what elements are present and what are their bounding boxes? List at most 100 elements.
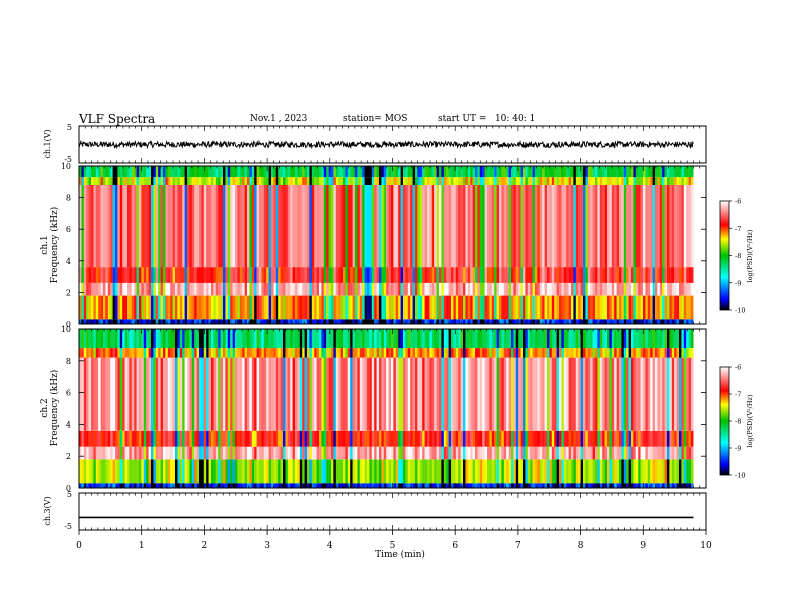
- spectrogram-cell: [458, 357, 461, 431]
- spectrogram-cell: [626, 177, 629, 185]
- spectrogram-cell: [131, 185, 135, 268]
- spectrogram-cell: [103, 267, 106, 283]
- spectrogram-cell: [172, 295, 176, 320]
- spectrogram-cell: [206, 185, 209, 268]
- spectrogram-cell: [595, 348, 598, 358]
- spectrogram-cell: [271, 430, 274, 447]
- spectrogram-cell: [155, 177, 159, 185]
- spectrogram-cell: [551, 185, 555, 268]
- spectrogram-cell: [196, 348, 200, 358]
- spectrogram-cell: [220, 348, 224, 358]
- spectrogram-cell: [515, 348, 519, 358]
- spectrogram-cell: [362, 430, 365, 447]
- spectrogram-cell: [285, 446, 288, 460]
- spectrogram-cell: [227, 483, 231, 488]
- spectrogram-cell: [170, 295, 173, 320]
- spectrogram-cell: [343, 177, 346, 185]
- spectrogram-cell: [590, 483, 593, 488]
- spectrogram-cell: [467, 483, 471, 488]
- spectrogram-cell: [86, 357, 89, 431]
- spectrogram-cell: [429, 185, 432, 268]
- spectrogram-cell: [261, 446, 264, 460]
- spectrogram-cell: [304, 357, 308, 431]
- spectrogram-cell: [650, 185, 653, 268]
- spectrogram-cell: [415, 295, 418, 320]
- spectrogram-cell: [460, 446, 464, 460]
- spectrogram-cell: [633, 446, 636, 460]
- spectrogram-cell: [172, 267, 176, 283]
- spectrogram-cell: [115, 348, 118, 358]
- spectrogram-cell: [206, 357, 209, 431]
- spectrogram-cell: [616, 282, 620, 296]
- spectrogram-cell: [203, 282, 207, 296]
- spectrogram-cell: [309, 348, 312, 358]
- spectrogram-cell: [151, 185, 154, 268]
- spectrogram-cell: [311, 329, 315, 349]
- spectrogram-cell: [263, 295, 267, 320]
- spectrogram-cell: [266, 459, 269, 484]
- spectrogram-cell: [391, 459, 394, 484]
- spectrogram-cell: [604, 267, 608, 283]
- spectrogram-cell: [419, 357, 423, 431]
- spectrogram-cell: [172, 348, 176, 358]
- spectrogram-cell: [314, 267, 317, 283]
- spectrogram-cell: [383, 282, 387, 296]
- spectrogram-cell: [559, 282, 562, 296]
- spectrogram-cell: [187, 295, 190, 320]
- spectrogram-cell: [143, 459, 147, 484]
- spectrogram-cell: [518, 166, 521, 178]
- spectrogram-cell: [472, 185, 476, 268]
- spectrogram-cell: [83, 459, 87, 484]
- spectrogram-cell: [609, 348, 612, 358]
- spectrogram-cell: [379, 430, 382, 447]
- spectrogram-cell: [391, 282, 394, 296]
- spectrogram-cell: [587, 319, 591, 324]
- spectrogram-cell: [609, 459, 612, 484]
- spectrogram-cell: [213, 430, 216, 447]
- spectrogram-cell: [568, 483, 572, 488]
- spectrogram-cell: [551, 166, 555, 178]
- spectrogram-cell: [686, 185, 689, 268]
- spectrogram-cell: [345, 348, 348, 358]
- spectrogram-cell: [165, 295, 168, 320]
- spectrogram-cell: [655, 329, 658, 349]
- spectrogram-cell: [395, 357, 399, 431]
- spectrogram-cell: [139, 295, 142, 320]
- spectrogram-cell: [79, 430, 82, 447]
- spectrogram-cell: [645, 295, 648, 320]
- spectrogram-cell: [530, 348, 533, 358]
- spectrogram-cell: [489, 430, 492, 447]
- spectrogram-cell: [621, 459, 624, 484]
- spectrogram-cell: [167, 446, 171, 460]
- spectrogram-cell: [249, 267, 252, 283]
- spectrogram-cell: [628, 348, 632, 358]
- spectrogram-cell: [631, 430, 634, 447]
- spectrogram-cell: [297, 459, 300, 484]
- spectrogram-cell: [369, 295, 372, 320]
- spectrogram-cell: [287, 267, 291, 283]
- spectrogram-cell: [556, 357, 560, 431]
- spectrogram-cell: [662, 282, 665, 296]
- spectrogram-cell: [141, 329, 144, 349]
- spectrogram-cell: [542, 483, 545, 488]
- spectrogram-cell: [191, 329, 195, 349]
- spectrogram-cell: [412, 267, 416, 283]
- spectrogram-cell: [333, 348, 336, 358]
- spectrogram-cell: [79, 319, 82, 324]
- spectrogram-cell: [374, 459, 377, 484]
- spectrogram-cell: [187, 357, 190, 431]
- spectrogram-cell: [158, 282, 161, 296]
- spectrogram-cell: [146, 446, 149, 460]
- spectrogram-cell: [592, 177, 596, 185]
- spectrogram-cell: [179, 430, 183, 447]
- spectrogram-cell: [623, 295, 627, 320]
- spectrogram-cell: [170, 282, 173, 296]
- spectrogram-cell: [340, 185, 344, 268]
- spectrogram-cell: [95, 446, 99, 460]
- spectrogram-cell: [398, 348, 401, 358]
- spectrogram-cell: [256, 267, 260, 283]
- spectrogram-cell: [371, 483, 375, 488]
- spectrogram-cell: [664, 166, 668, 178]
- spectrogram-cell: [227, 295, 231, 320]
- spectrogram-cell: [527, 357, 531, 431]
